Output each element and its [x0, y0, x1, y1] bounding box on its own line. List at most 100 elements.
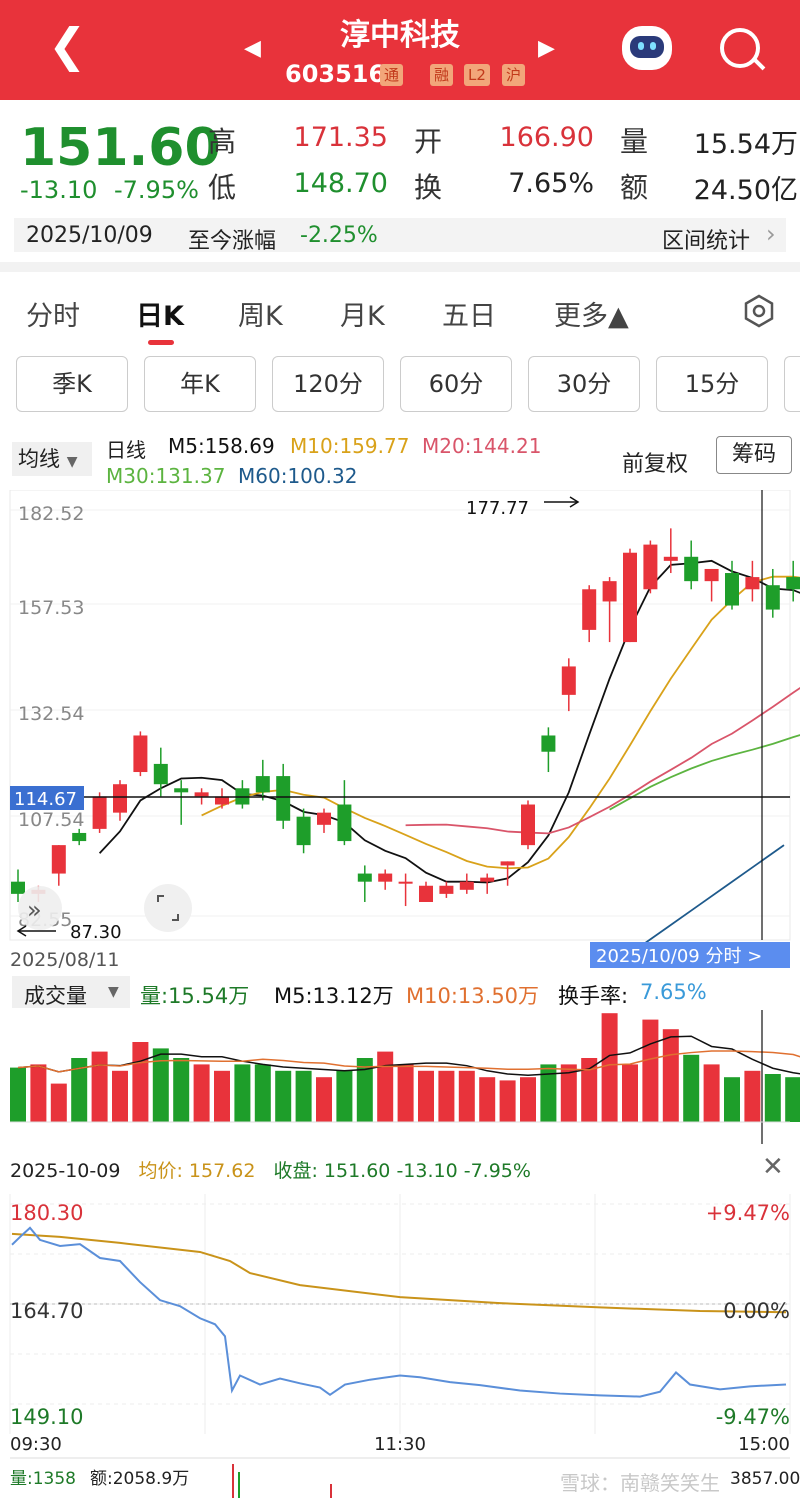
back-chevron-icon[interactable]: ❮ — [48, 18, 87, 72]
kline-grid — [10, 509, 790, 917]
avg-value: 157.62 — [188, 1160, 256, 1182]
kline-frame — [9, 490, 791, 941]
time-start-label: 09:30 — [10, 1434, 62, 1455]
date-tag[interactable] — [590, 942, 790, 968]
tab-five-day[interactable]: 五日 — [442, 301, 496, 332]
intraday-chart[interactable]: 180.30 164.70 149.10 +9.47% 0.00% -9.47%… — [0, 1194, 800, 1498]
volume-bar — [132, 1042, 149, 1122]
tab-monthly-k[interactable]: 月K — [340, 301, 385, 332]
pct-min-label: -9.47% — [716, 1405, 790, 1429]
candle-body — [582, 589, 597, 630]
search-icon[interactable] — [720, 28, 760, 68]
since-bar[interactable]: 2025/10/09 至今涨幅 -2.25% 区间统计 › — [14, 218, 786, 254]
expand-icon[interactable]: » — [18, 886, 62, 930]
volume-bar — [71, 1058, 88, 1122]
time-end-label: 15:00 — [738, 1434, 790, 1455]
volume-bar — [764, 1074, 781, 1122]
candle-body — [357, 873, 372, 882]
tab-more[interactable]: 更多▲ — [554, 301, 629, 332]
robot-icon[interactable] — [622, 26, 672, 70]
volume-dropdown[interactable] — [12, 976, 130, 1008]
close-change: -13.10 — [396, 1160, 458, 1182]
period-120min[interactable]: 120分 — [272, 356, 384, 412]
prev-stock-icon[interactable]: ◀ — [244, 36, 261, 61]
turnover-rate-value: 7.65% — [640, 980, 707, 1004]
period-label: 日线 — [106, 438, 146, 462]
candle-body — [133, 735, 148, 773]
turnover-label: 换 — [414, 171, 443, 204]
volume-bar — [50, 1083, 67, 1122]
turnover-value: 7.65% — [508, 168, 594, 199]
ma60-label: M60:100.32 — [238, 464, 358, 488]
tab-weekly-k[interactable]: 周K — [238, 301, 283, 332]
volume-bar — [10, 1067, 26, 1122]
chevron-right-icon: › — [766, 220, 776, 248]
period-60min[interactable]: 60分 — [400, 356, 512, 412]
candle-body — [276, 776, 291, 821]
avg-price-line — [11, 1232, 787, 1314]
high-value: 171.35 — [293, 122, 388, 153]
close-icon[interactable]: ✕ — [762, 1152, 784, 1182]
volume-bar — [642, 1019, 659, 1122]
intraday-date: 2025-10-09 — [10, 1160, 121, 1182]
candles — [11, 528, 800, 907]
intraday-vol-bar — [232, 1464, 234, 1498]
candle-body — [317, 812, 331, 825]
candle-body — [500, 861, 515, 866]
candle-body — [92, 796, 107, 829]
tab-daily-k[interactable]: 日K — [136, 294, 184, 345]
adjust-mode[interactable]: 前复权 — [622, 452, 689, 477]
candle-body — [378, 873, 393, 882]
candle-body — [623, 552, 637, 643]
tab-intraday[interactable]: 分时 — [26, 301, 80, 332]
volume-value: 量:15.54万 — [140, 984, 250, 1008]
chips-button[interactable]: 筹码 — [716, 436, 792, 474]
caret-down-icon: ▼ — [108, 984, 119, 1000]
price-change: -13.10 — [20, 176, 98, 204]
settings-hexagon-icon[interactable] — [742, 294, 776, 328]
tag-hu: 沪 — [502, 64, 526, 86]
volume-bar — [275, 1070, 292, 1122]
ma-dropdown[interactable]: 均线 ▼ — [12, 442, 92, 476]
fullscreen-icon[interactable] — [144, 884, 192, 932]
ma60-line — [639, 844, 785, 948]
volume-bar — [724, 1077, 740, 1122]
price-axis-label: 107.54 — [18, 809, 84, 831]
volume-bar — [336, 1070, 353, 1122]
candle-body — [398, 881, 413, 884]
avg-label: 均价: — [138, 1160, 183, 1182]
intraday-amt-label: 额:2058.9万 — [90, 1469, 189, 1489]
volume-bar — [540, 1064, 557, 1122]
period-30min[interactable]: 30分 — [528, 356, 640, 412]
volume-bar — [744, 1070, 761, 1122]
candle-body — [419, 885, 433, 902]
period-buttons: 季K 年K 120分 60分 30分 15分 — [0, 356, 800, 416]
ma5-label: M5:158.69 — [168, 434, 275, 458]
period-15min[interactable]: 15分 — [656, 356, 768, 412]
volume-ma10-line — [17, 1050, 800, 1073]
volume-bar — [152, 1048, 169, 1122]
period-more-partial[interactable] — [784, 356, 800, 412]
candle-body — [72, 832, 87, 842]
next-stock-icon[interactable]: ▶ — [538, 36, 555, 61]
candle-body — [745, 577, 760, 590]
volume-bar — [173, 1058, 190, 1122]
volume-ma-lines — [17, 1035, 800, 1077]
period-year-k[interactable]: 年K — [144, 356, 256, 412]
volume-label: 量 — [620, 125, 649, 158]
period-quarter-k[interactable]: 季K — [16, 356, 128, 412]
open-label: 开 — [414, 125, 443, 158]
candle-body — [11, 881, 25, 894]
close-value: 151.60 — [323, 1160, 391, 1182]
ymid-label: 164.70 — [10, 1299, 83, 1323]
range-stats-link[interactable]: 区间统计 — [662, 229, 751, 254]
volume-chart[interactable] — [0, 1010, 800, 1144]
volume-bar — [662, 1029, 679, 1122]
volume-bar — [520, 1077, 536, 1122]
candle-body — [643, 544, 658, 590]
candle-body — [174, 788, 189, 793]
candle-body — [684, 556, 699, 582]
price-change-pct: -7.95% — [114, 176, 199, 204]
close-pct: -7.95% — [463, 1160, 531, 1182]
